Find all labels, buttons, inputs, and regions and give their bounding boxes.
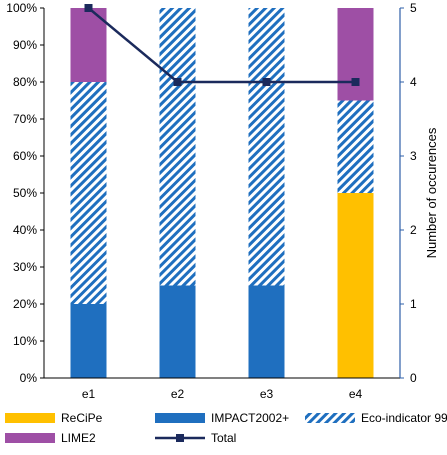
legend-swatch-recipe <box>5 413 55 423</box>
right-tick-label: 2 <box>410 223 417 237</box>
right-tick-label: 4 <box>410 75 417 89</box>
legend-label-impact2002-: IMPACT2002+ <box>211 411 289 425</box>
left-tick-label: 70% <box>13 112 37 126</box>
left-tick-label: 40% <box>13 223 37 237</box>
bar-segment-eco-indicator-99-e2 <box>159 8 196 286</box>
bar-segment-impact2002--e1 <box>70 304 107 378</box>
bar-segment-impact2002--e3 <box>248 285 285 378</box>
x-tick-label: e1 <box>82 387 96 401</box>
legend: ReCiPe IMPACT2002+ Eco-indicator 99 LIME2 To… <box>5 411 447 445</box>
left-tick-label: 50% <box>13 186 37 200</box>
legend-swatch-total-marker <box>176 434 184 442</box>
left-tick-label: 20% <box>13 297 37 311</box>
total-marker-e4 <box>351 78 360 86</box>
x-tick-label: e4 <box>349 387 363 401</box>
left-tick-label: 90% <box>13 38 37 52</box>
legend-swatch-impact2002- <box>155 413 205 423</box>
x-tick-label: e2 <box>171 387 185 401</box>
right-tick-label: 3 <box>410 149 417 163</box>
plot-area: 0% 10% 20% 30% 40% 50% 60% 70% 80% 90% 100% 0 1 2 3 4 5 N… <box>6 1 439 401</box>
left-tick-label: 0% <box>20 371 38 385</box>
bar-segment-lime2-e4 <box>337 8 374 101</box>
total-marker-e1 <box>84 4 93 12</box>
left-tick-label: 10% <box>13 334 37 348</box>
bar-segment-lime2-e1 <box>70 8 107 82</box>
right-tick-label: 0 <box>410 371 417 385</box>
left-tick-label: 80% <box>13 75 37 89</box>
right-tick-label: 1 <box>410 297 417 311</box>
total-line <box>87 7 356 84</box>
right-axis-title: Number of occurences <box>424 127 439 258</box>
legend-label-lime2: LIME2 <box>61 431 96 445</box>
legend-swatch-lime2 <box>5 433 55 443</box>
legend-swatch-eco-indicator-99 <box>305 413 355 423</box>
total-marker-e2 <box>173 78 182 86</box>
bar-segment-recipe-e4 <box>337 193 374 378</box>
total-marker-e3 <box>262 78 271 86</box>
bar-segment-impact2002--e2 <box>159 285 196 378</box>
bar-segment-eco-indicator-99-e4 <box>337 100 374 193</box>
left-tick-label: 100% <box>6 1 37 15</box>
left-tick-label: 60% <box>13 149 37 163</box>
left-tick-label: 30% <box>13 260 37 274</box>
legend-label-total: Total <box>211 431 236 445</box>
bar-segment-eco-indicator-99-e1 <box>70 82 107 304</box>
right-tick-label: 5 <box>410 1 417 15</box>
legend-label-recipe: ReCiPe <box>61 411 103 425</box>
legend-label-eco-indicator-99: Eco-indicator 99 <box>361 411 447 425</box>
x-tick-label: e3 <box>260 387 274 401</box>
bar-segment-eco-indicator-99-e3 <box>248 8 285 286</box>
